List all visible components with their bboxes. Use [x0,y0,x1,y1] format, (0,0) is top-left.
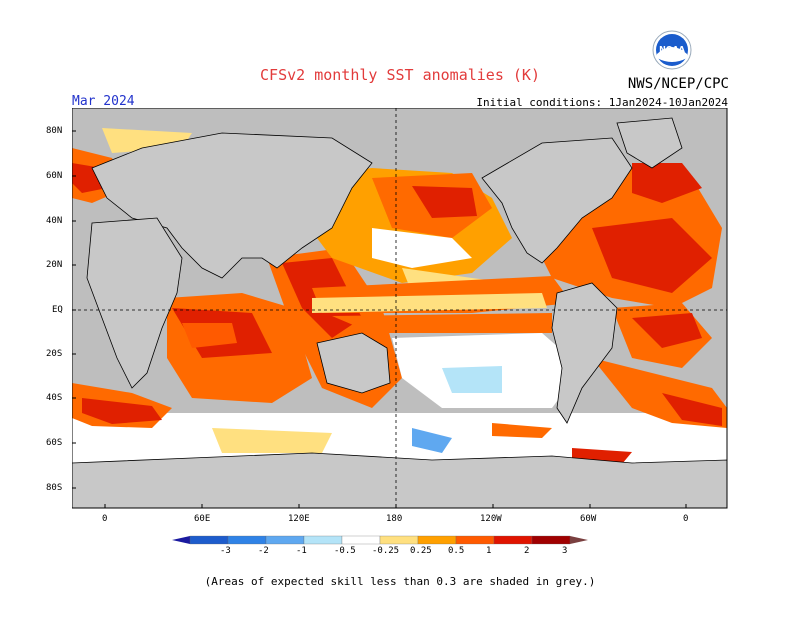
colorbar-swatch [265,535,305,545]
colorbar-swatch [303,535,343,545]
australia [316,332,391,394]
lat-label: 80N [46,126,63,136]
colorbar-label: -0.5 [334,546,356,556]
colorbar-label: -2 [258,546,269,556]
colorbar-swatch [379,535,419,545]
initial-conditions-label: Initial conditions: 1Jan2024-10Jan2024 [476,96,728,109]
colorbar-swatch [417,535,457,545]
lat-label: 20N [46,260,63,270]
map-ticks [72,130,687,508]
lat-label: 40S [46,393,63,403]
lon-label: 60W [580,514,597,524]
continents [72,117,728,509]
colorbar-label: -3 [220,546,231,556]
colorbar-label: 1 [486,546,492,556]
colorbar-swatch [493,535,533,545]
lat-label: 60N [46,171,63,181]
skill-footnote: (Areas of expected skill less than 0.3 a… [204,575,596,588]
agency-label: NWS/NCEP/CPC [627,76,729,92]
colorbar-swatch [455,535,495,545]
colorbar-swatch [172,536,190,544]
noaa-logo-icon: NOAA [652,30,692,74]
lon-label: 0 [683,514,689,524]
anomaly-fields [72,128,727,465]
colorbar-label: 2 [524,546,530,556]
lon-label: 180 [386,514,403,524]
lon-label: 0 [102,514,108,524]
colorbar-label: 0.25 [410,546,432,556]
colorbar [172,535,588,545]
map-title: CFSv2 monthly SST anomalies (K) [260,66,540,84]
colorbar-swatch [531,535,571,545]
africa [86,217,183,389]
forecast-period: Mar 2024 [72,94,135,109]
lat-label: EQ [52,305,63,315]
lon-label: 120W [480,514,502,524]
svg-text:NOAA: NOAA [659,45,685,54]
colorbar-swatch [189,535,229,545]
colorbar-swatch [227,535,267,545]
lon-label: 60E [194,514,211,524]
north-america [481,137,633,264]
colorbar-swatches [172,535,588,545]
lat-label: 20S [46,349,63,359]
sst-anomaly-map [72,108,728,509]
colorbar-label: 0.5 [448,546,465,556]
lat-label: 60S [46,438,63,448]
lat-label: 40N [46,216,63,226]
lon-label: 120E [288,514,310,524]
colorbar-label: 3 [562,546,568,556]
colorbar-label: -1 [296,546,307,556]
lat-label: 80S [46,483,63,493]
colorbar-swatch [570,536,588,544]
colorbar-label: -0.25 [372,546,400,556]
colorbar-swatch [341,535,381,545]
map-frame [72,108,728,509]
south-america [551,282,618,424]
greenland [616,117,683,169]
